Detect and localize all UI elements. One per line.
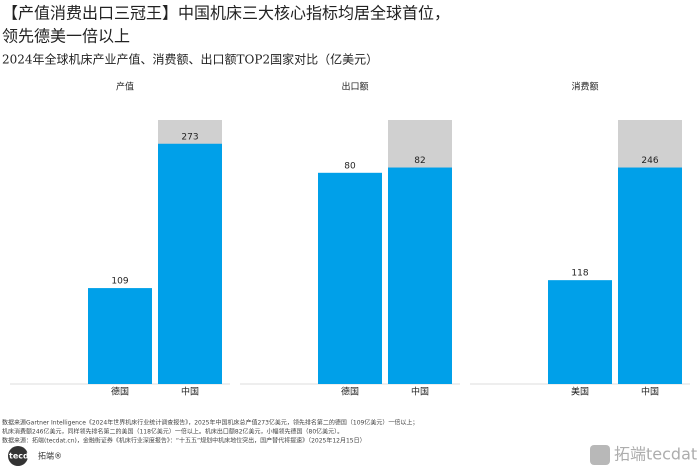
bar xyxy=(548,280,612,384)
bar xyxy=(388,167,452,384)
logo: tecdat xyxy=(9,452,38,461)
x-tick-label: 中国 xyxy=(641,386,659,398)
logo-cn: 拓端® xyxy=(38,451,62,461)
x-tick-label: 德国 xyxy=(341,386,359,398)
panel-title: 产值 xyxy=(116,81,134,93)
x-tick-label: 德国 xyxy=(111,386,129,398)
panel-title: 消费额 xyxy=(571,81,598,93)
logo-icon xyxy=(8,446,28,466)
value-label: 80 xyxy=(344,161,356,171)
x-tick-label: 美国 xyxy=(571,386,589,398)
bar xyxy=(318,172,382,384)
bar xyxy=(618,167,682,384)
x-tick-label: 中国 xyxy=(181,386,199,398)
value-label: 82 xyxy=(414,156,425,166)
bar xyxy=(88,288,152,384)
watermark: 拓端tecdat xyxy=(614,445,697,464)
x-tick-label: 中国 xyxy=(411,386,429,398)
value-label: 109 xyxy=(111,277,128,287)
note: 数据来源Gartner Intelligence《2024年世界机床行业统计调查… xyxy=(2,419,418,427)
value-label: 246 xyxy=(641,156,658,166)
note: 机床消费额246亿美元，同样领先排名第二的美国（118亿美元）一倍以上。机床出口… xyxy=(2,428,343,436)
bar xyxy=(158,143,222,384)
value-label: 273 xyxy=(181,132,198,142)
panel-title: 出口额 xyxy=(341,81,368,93)
subtitle: 2024年全球机床产业产值、消费额、出口额TOP2国家对比（亿美元） xyxy=(2,52,378,67)
watermark-icon xyxy=(590,445,610,465)
note: 数据来源：拓端(tecdat.cn)，金融街证券《机床行业深度报告》：“十五五”… xyxy=(2,437,366,445)
title-line: 领先德美一倍以上 xyxy=(2,27,130,46)
value-label: 118 xyxy=(571,269,588,279)
title-line: 【产值消费出口三冠王】中国机床三大核心指标均居全球首位， xyxy=(2,4,450,23)
